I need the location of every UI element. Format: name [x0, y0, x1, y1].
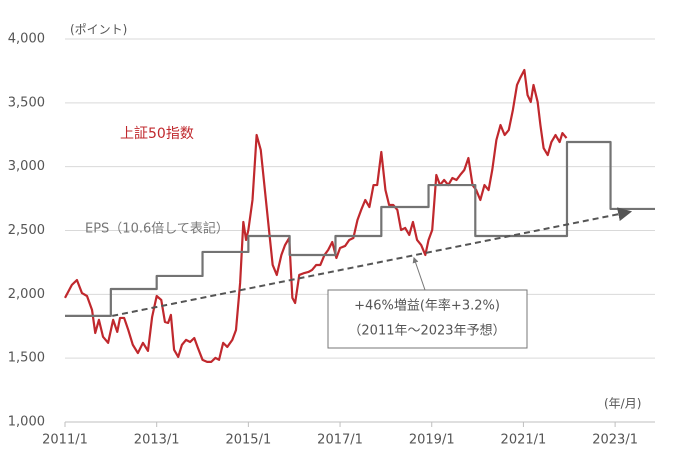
x-tick-label: 2013/1	[134, 433, 180, 448]
x-tick-label: 2019/1	[409, 433, 455, 448]
y-unit: (ポイント)	[70, 23, 127, 37]
x-tick-label: 2021/1	[501, 433, 547, 448]
annotation-pointer	[412, 256, 426, 291]
x-tick-label: 2023/1	[592, 433, 638, 448]
y-tick-label: 1,000	[8, 415, 45, 430]
y-tick-label: 3,500	[8, 95, 45, 110]
trend-line	[112, 207, 633, 317]
x-tick-label: 2017/1	[317, 433, 363, 448]
series-label: 上証50指数	[120, 126, 194, 142]
annotation-text: （2011年～2023年予想）	[348, 323, 505, 339]
x-tick-label: 2011/1	[42, 433, 88, 448]
x-unit: (年/月)	[604, 397, 641, 411]
annotation-box	[327, 289, 528, 349]
series-line	[65, 140, 655, 318]
y-tick-label: 4,000	[8, 32, 45, 47]
series-line	[64, 68, 568, 363]
y-tick-label: 2,000	[8, 287, 45, 302]
x-tick-label: 2015/1	[225, 433, 271, 448]
y-tick-label: 1,500	[8, 351, 45, 366]
annotation-text: +46%増益(年率+3.2%)	[354, 298, 500, 314]
y-tick-label: 2,500	[8, 223, 45, 238]
series-label: EPS（10.6倍して表記）	[85, 221, 229, 237]
y-tick-label: 3,000	[8, 159, 45, 174]
